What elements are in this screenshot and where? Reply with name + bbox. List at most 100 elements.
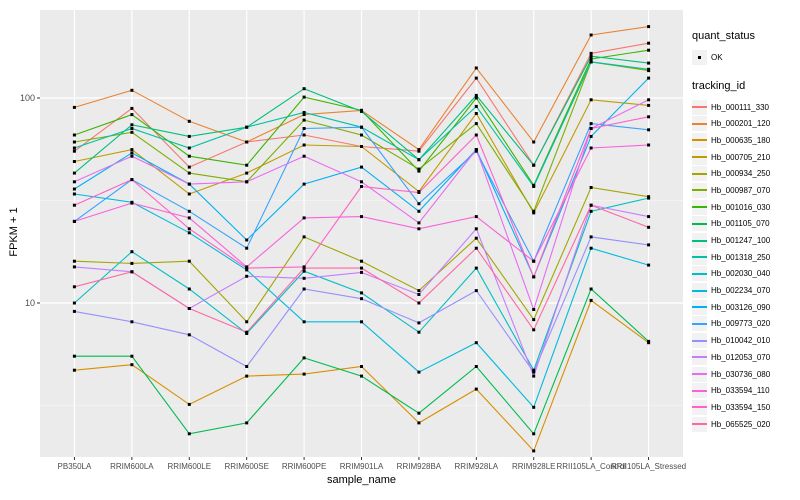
data-point xyxy=(532,163,536,167)
legend-item-Hb_001247_100: Hb_001247_100 xyxy=(692,232,798,249)
data-point xyxy=(474,93,478,97)
data-point xyxy=(130,250,134,254)
line-swatch-icon xyxy=(692,256,707,259)
data-point xyxy=(474,104,478,108)
data-point xyxy=(72,192,76,196)
data-point xyxy=(417,330,421,334)
legend-item-Hb_003126_090: Hb_003126_090 xyxy=(692,299,798,316)
x-tick-label: RRIM928LA xyxy=(455,462,499,471)
data-point xyxy=(474,215,478,219)
data-point xyxy=(589,98,593,102)
legend-item-Hb_001105_070: Hb_001105_070 xyxy=(692,216,798,233)
legend-item-Hb_000987_070: Hb_000987_070 xyxy=(692,182,798,199)
legend-key-line xyxy=(692,383,707,399)
data-point xyxy=(302,356,306,360)
legend-item-label: Hb_012053_070 xyxy=(711,352,771,362)
data-point xyxy=(417,167,421,171)
legend-item-label: Hb_001016_030 xyxy=(711,202,771,212)
legend-item-Hb_010042_010: Hb_010042_010 xyxy=(692,332,798,349)
legend-item-Hb_000934_250: Hb_000934_250 xyxy=(692,165,798,182)
legend-item-label: Hb_000201_120 xyxy=(711,119,771,129)
data-point xyxy=(647,215,651,219)
data-point xyxy=(130,154,134,158)
data-point xyxy=(360,266,363,270)
data-point xyxy=(302,133,306,137)
legend-item-label: Hb_002030_040 xyxy=(711,269,771,279)
data-point xyxy=(72,105,76,109)
data-point xyxy=(187,432,191,436)
legend-item-label: Hb_033594_150 xyxy=(711,402,771,412)
data-point xyxy=(532,185,536,188)
data-point xyxy=(187,146,191,150)
data-point xyxy=(647,115,651,119)
data-point xyxy=(302,216,306,220)
data-point xyxy=(360,320,363,324)
legend-item-label: Hb_000111_330 xyxy=(711,102,769,112)
legend-key-line xyxy=(692,233,707,249)
data-point xyxy=(360,215,363,219)
data-point xyxy=(187,165,191,169)
data-point xyxy=(72,301,76,305)
data-point xyxy=(589,235,593,239)
data-point xyxy=(245,125,249,129)
legend-item-label: Hb_001247_100 xyxy=(711,236,771,246)
data-point xyxy=(589,203,593,207)
legend-key-line xyxy=(692,166,707,182)
data-point xyxy=(72,171,76,175)
legend-item-Hb_065525_020: Hb_065525_020 xyxy=(692,416,798,433)
x-tick-label: PB350LA xyxy=(58,462,92,471)
x-tick-label: RRIM600SE xyxy=(224,462,268,471)
legend-quant-status-title: quant_status xyxy=(692,30,755,42)
data-point xyxy=(474,112,478,115)
legend-key-line xyxy=(692,283,707,299)
data-point xyxy=(302,269,306,273)
data-point xyxy=(187,182,191,186)
line-swatch-icon xyxy=(692,389,707,392)
x-tick-label: RRIM600LE xyxy=(167,462,211,471)
line-swatch-icon xyxy=(692,406,707,409)
data-point xyxy=(72,219,76,223)
data-point xyxy=(474,133,478,137)
legend-key-line xyxy=(692,99,707,115)
data-point xyxy=(532,405,536,409)
legend-key-line xyxy=(692,316,707,332)
data-point xyxy=(360,145,363,148)
data-point xyxy=(360,125,363,129)
data-point xyxy=(474,289,478,293)
data-point xyxy=(187,227,191,231)
data-point xyxy=(130,178,134,182)
data-point xyxy=(474,122,478,126)
data-point xyxy=(302,266,306,270)
data-point xyxy=(417,202,421,206)
data-point xyxy=(474,148,478,152)
data-point xyxy=(589,33,593,37)
data-point xyxy=(647,98,651,102)
data-point xyxy=(245,266,249,270)
line-swatch-icon xyxy=(692,322,707,325)
data-point xyxy=(647,196,651,200)
legend-item-Hb_002030_040: Hb_002030_040 xyxy=(692,266,798,283)
data-point xyxy=(302,320,306,324)
data-point xyxy=(360,365,363,368)
data-point xyxy=(72,368,76,372)
data-point xyxy=(360,185,363,188)
data-point xyxy=(360,180,363,184)
data-point xyxy=(532,374,536,378)
data-point xyxy=(130,201,134,205)
legend-item-Hb_000635_180: Hb_000635_180 xyxy=(692,132,798,149)
data-point xyxy=(245,320,249,324)
x-tick-label: RRIM928BA xyxy=(397,462,442,471)
data-point xyxy=(360,109,363,113)
legend-item-label: OK xyxy=(711,52,723,62)
legend-key-line xyxy=(692,116,707,132)
data-point xyxy=(647,76,651,80)
x-tick-label: RRIM928LE xyxy=(512,462,556,471)
data-point xyxy=(474,227,478,231)
legend-item-label: Hb_033594_110 xyxy=(711,386,770,396)
data-point xyxy=(302,87,306,91)
legend-item-Hb_030736_080: Hb_030736_080 xyxy=(692,366,798,383)
line-swatch-icon xyxy=(692,222,707,225)
legend-item-label: Hb_001318_250 xyxy=(711,252,771,262)
data-point xyxy=(187,259,191,263)
data-point xyxy=(302,95,306,99)
